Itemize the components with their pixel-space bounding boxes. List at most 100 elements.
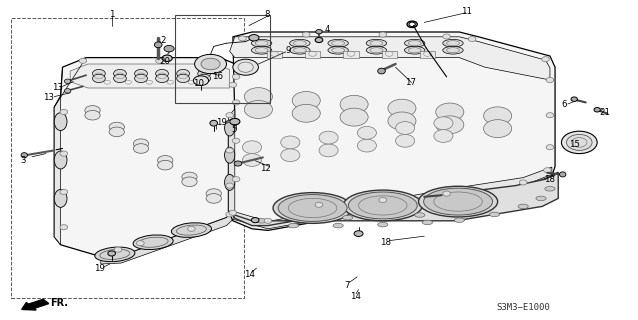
Ellipse shape (93, 69, 105, 78)
Ellipse shape (182, 177, 197, 187)
Ellipse shape (225, 174, 235, 190)
Ellipse shape (206, 194, 221, 203)
Ellipse shape (54, 151, 67, 169)
Ellipse shape (290, 46, 310, 54)
Ellipse shape (162, 55, 172, 61)
Ellipse shape (357, 139, 376, 152)
Ellipse shape (281, 136, 300, 149)
Ellipse shape (333, 223, 343, 228)
Ellipse shape (95, 247, 135, 262)
Ellipse shape (544, 168, 551, 173)
Ellipse shape (195, 54, 226, 74)
Ellipse shape (188, 226, 195, 231)
Polygon shape (54, 58, 241, 257)
Ellipse shape (93, 74, 105, 83)
Ellipse shape (434, 117, 453, 130)
Ellipse shape (443, 46, 463, 54)
Ellipse shape (109, 122, 124, 132)
Ellipse shape (135, 74, 147, 83)
Ellipse shape (242, 154, 262, 166)
Ellipse shape (292, 92, 320, 109)
Ellipse shape (251, 46, 272, 54)
Ellipse shape (278, 195, 347, 221)
Ellipse shape (340, 95, 368, 113)
Ellipse shape (182, 172, 197, 182)
Ellipse shape (328, 46, 348, 54)
Text: 15: 15 (569, 140, 580, 149)
Ellipse shape (198, 69, 211, 78)
Ellipse shape (54, 189, 67, 207)
Ellipse shape (229, 82, 237, 87)
Ellipse shape (133, 144, 149, 153)
Ellipse shape (404, 46, 425, 54)
Ellipse shape (156, 69, 168, 78)
Ellipse shape (60, 225, 68, 230)
Ellipse shape (366, 46, 387, 54)
Ellipse shape (226, 212, 234, 217)
Ellipse shape (232, 177, 240, 182)
Ellipse shape (114, 69, 126, 78)
Ellipse shape (422, 220, 433, 225)
Ellipse shape (546, 145, 554, 150)
Ellipse shape (415, 213, 425, 217)
Ellipse shape (340, 108, 368, 126)
Ellipse shape (158, 156, 173, 165)
Ellipse shape (79, 58, 87, 63)
Ellipse shape (281, 149, 300, 162)
Text: FR.: FR. (50, 298, 68, 308)
Ellipse shape (560, 172, 566, 177)
Ellipse shape (316, 29, 322, 34)
Ellipse shape (388, 99, 416, 117)
Text: 7: 7 (345, 281, 350, 290)
Ellipse shape (354, 231, 363, 236)
Ellipse shape (288, 223, 299, 228)
Ellipse shape (108, 251, 115, 256)
Bar (11, 18, 244, 298)
Ellipse shape (424, 188, 493, 215)
Ellipse shape (251, 39, 272, 47)
Ellipse shape (319, 131, 338, 144)
Ellipse shape (60, 109, 68, 115)
Polygon shape (233, 167, 552, 229)
Text: 18: 18 (380, 238, 390, 247)
Ellipse shape (154, 42, 162, 48)
Ellipse shape (206, 189, 221, 198)
Polygon shape (230, 37, 550, 80)
Ellipse shape (594, 108, 600, 112)
Ellipse shape (518, 204, 528, 209)
Ellipse shape (379, 32, 387, 37)
Text: 14: 14 (244, 270, 255, 279)
Ellipse shape (315, 202, 323, 207)
Bar (420, 51, 435, 58)
Ellipse shape (484, 120, 512, 138)
Text: 1: 1 (109, 10, 114, 19)
Text: 2: 2 (161, 36, 167, 44)
Text: 21: 21 (600, 108, 611, 117)
Ellipse shape (233, 59, 258, 75)
Text: 6: 6 (561, 100, 567, 109)
Bar (175, 15, 270, 103)
Ellipse shape (135, 69, 147, 78)
Ellipse shape (561, 131, 597, 154)
Ellipse shape (468, 36, 476, 42)
Polygon shape (70, 64, 230, 88)
Bar (267, 51, 282, 58)
Ellipse shape (198, 74, 211, 83)
Bar (343, 51, 359, 58)
Ellipse shape (489, 212, 500, 217)
Ellipse shape (244, 88, 272, 106)
Ellipse shape (225, 147, 235, 163)
Ellipse shape (156, 74, 168, 83)
Ellipse shape (366, 39, 387, 47)
Ellipse shape (60, 189, 68, 195)
Ellipse shape (379, 197, 387, 203)
Ellipse shape (193, 76, 209, 85)
Ellipse shape (484, 107, 512, 125)
Ellipse shape (133, 139, 149, 148)
Ellipse shape (239, 36, 246, 41)
Bar (382, 51, 397, 58)
Text: 11: 11 (461, 7, 471, 16)
Ellipse shape (357, 126, 376, 139)
Ellipse shape (60, 151, 68, 156)
Ellipse shape (109, 127, 124, 137)
